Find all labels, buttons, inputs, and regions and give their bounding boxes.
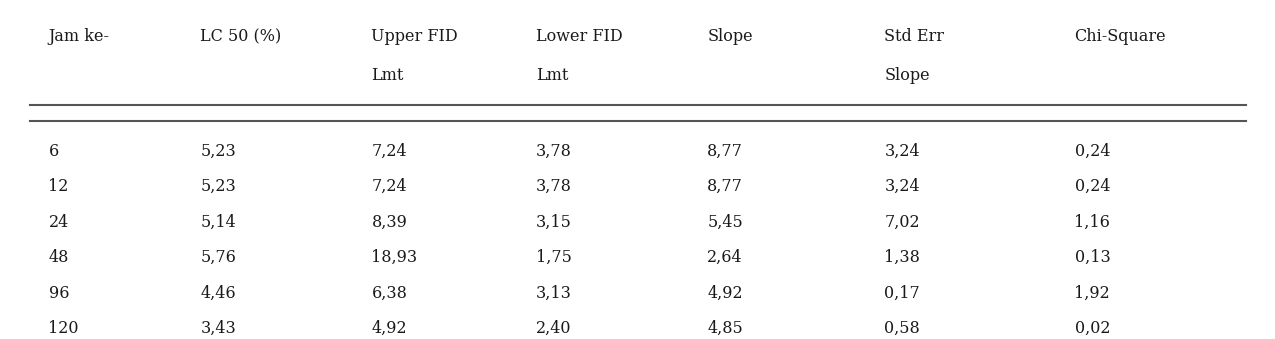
Text: 1,92: 1,92 — [1075, 285, 1111, 302]
Text: Chi-Square: Chi-Square — [1075, 28, 1167, 45]
Text: 8,77: 8,77 — [708, 178, 743, 195]
Text: 0,13: 0,13 — [1075, 249, 1111, 266]
Text: 6: 6 — [48, 143, 59, 160]
Text: 1,38: 1,38 — [885, 249, 921, 266]
Text: 6,38: 6,38 — [371, 285, 408, 302]
Text: Upper FID: Upper FID — [371, 28, 458, 45]
Text: 3,15: 3,15 — [537, 214, 572, 231]
Text: 0,17: 0,17 — [885, 285, 921, 302]
Text: 48: 48 — [48, 249, 69, 266]
Text: LC 50 (%): LC 50 (%) — [200, 28, 282, 45]
Text: 3,78: 3,78 — [537, 143, 572, 160]
Text: 7,24: 7,24 — [371, 143, 407, 160]
Text: 3,13: 3,13 — [537, 285, 572, 302]
Text: 24: 24 — [48, 214, 69, 231]
Text: 0,24: 0,24 — [1075, 178, 1111, 195]
Text: Lmt: Lmt — [371, 66, 404, 83]
Text: 3,78: 3,78 — [537, 178, 572, 195]
Text: 3,43: 3,43 — [200, 320, 236, 337]
Text: 4,92: 4,92 — [371, 320, 407, 337]
Text: 1,16: 1,16 — [1075, 214, 1111, 231]
Text: Std Err: Std Err — [885, 28, 945, 45]
Text: 3,24: 3,24 — [885, 178, 921, 195]
Text: 120: 120 — [48, 320, 79, 337]
Text: 8,77: 8,77 — [708, 143, 743, 160]
Text: 8,39: 8,39 — [371, 214, 408, 231]
Text: 18,93: 18,93 — [371, 249, 418, 266]
Text: 0,24: 0,24 — [1075, 143, 1111, 160]
Text: Jam ke-: Jam ke- — [48, 28, 110, 45]
Text: 5,23: 5,23 — [200, 178, 236, 195]
Text: 5,23: 5,23 — [200, 143, 236, 160]
Text: 7,02: 7,02 — [885, 214, 921, 231]
Text: 7,24: 7,24 — [371, 178, 407, 195]
Text: 5,45: 5,45 — [708, 214, 743, 231]
Text: Lower FID: Lower FID — [537, 28, 622, 45]
Text: 12: 12 — [48, 178, 69, 195]
Text: 3,24: 3,24 — [885, 143, 921, 160]
Text: Slope: Slope — [885, 66, 931, 83]
Text: Lmt: Lmt — [537, 66, 569, 83]
Text: 2,64: 2,64 — [708, 249, 743, 266]
Text: 0,58: 0,58 — [885, 320, 921, 337]
Text: 96: 96 — [48, 285, 69, 302]
Text: 4,85: 4,85 — [708, 320, 743, 337]
Text: 4,46: 4,46 — [200, 285, 236, 302]
Text: 5,76: 5,76 — [200, 249, 236, 266]
Text: Slope: Slope — [708, 28, 752, 45]
Text: 4,92: 4,92 — [708, 285, 743, 302]
Text: 5,14: 5,14 — [200, 214, 236, 231]
Text: 2,40: 2,40 — [537, 320, 571, 337]
Text: 0,02: 0,02 — [1075, 320, 1111, 337]
Text: 1,75: 1,75 — [537, 249, 572, 266]
